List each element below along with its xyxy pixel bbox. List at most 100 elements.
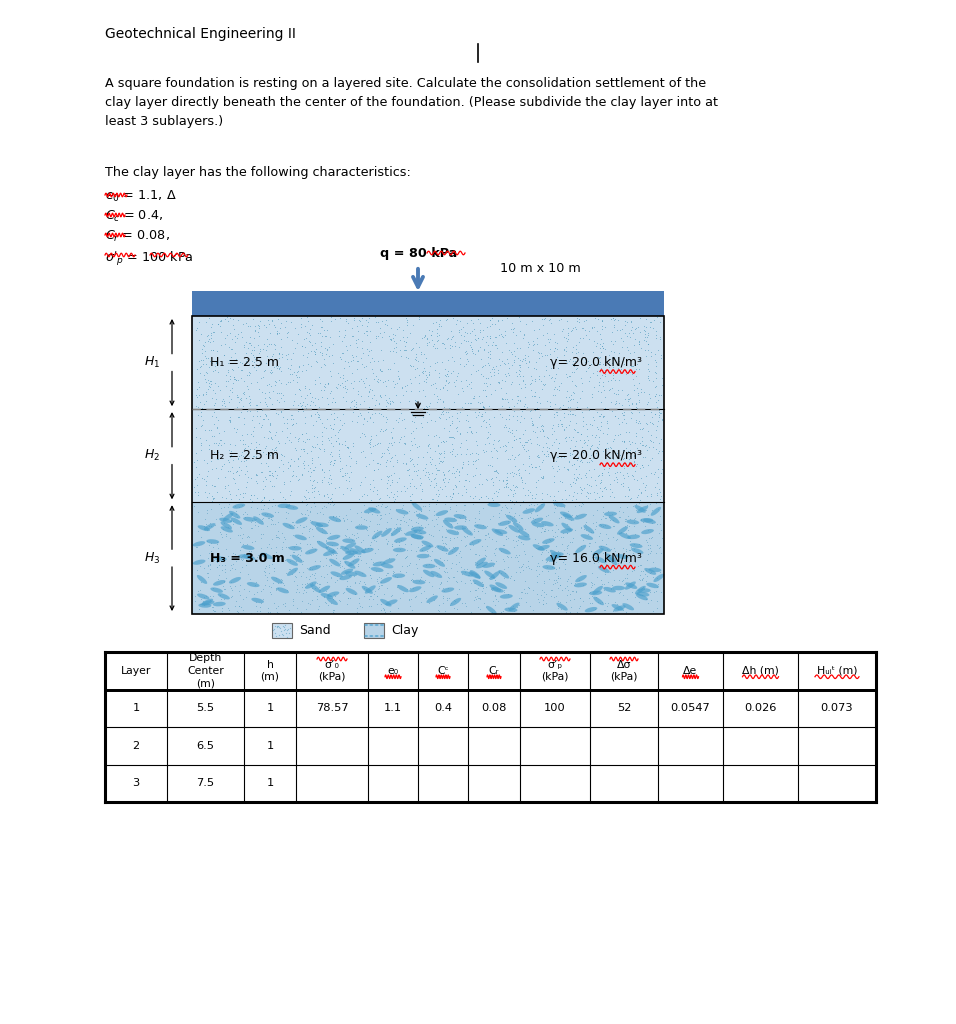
Ellipse shape <box>221 526 233 532</box>
Point <box>446 430 462 446</box>
Point <box>551 598 566 614</box>
Point <box>641 342 656 358</box>
Ellipse shape <box>619 532 631 539</box>
Point <box>626 325 641 341</box>
Point <box>635 429 650 445</box>
Point <box>521 580 536 596</box>
Point <box>315 388 330 404</box>
Point <box>596 425 611 441</box>
Point <box>489 337 504 353</box>
Point <box>411 311 426 328</box>
Point <box>275 618 291 635</box>
Point <box>626 541 641 557</box>
Point <box>449 587 465 603</box>
Point <box>268 569 283 586</box>
Point <box>520 553 535 569</box>
Point <box>282 486 297 503</box>
Point <box>188 398 204 415</box>
Point <box>320 430 336 446</box>
Point <box>270 598 285 614</box>
Point <box>554 509 569 525</box>
Ellipse shape <box>345 550 358 555</box>
Point <box>217 469 232 485</box>
Point <box>496 472 511 488</box>
Point <box>313 504 328 520</box>
Point <box>300 431 315 447</box>
Point <box>263 416 278 432</box>
Point <box>230 451 246 467</box>
Point <box>428 477 444 494</box>
Point <box>288 567 303 584</box>
Point <box>229 386 245 402</box>
Ellipse shape <box>595 556 606 563</box>
Point <box>436 420 451 436</box>
Point <box>563 512 578 528</box>
Point <box>202 422 217 438</box>
Point <box>332 461 347 477</box>
Point <box>390 518 405 535</box>
Point <box>499 368 514 384</box>
Point <box>252 408 268 424</box>
Point <box>467 582 482 598</box>
Point <box>191 332 206 348</box>
Point <box>414 415 429 431</box>
Point <box>402 580 418 596</box>
Point <box>255 581 271 597</box>
Point <box>431 332 446 348</box>
Point <box>438 528 453 545</box>
Point <box>551 520 566 537</box>
Ellipse shape <box>580 535 593 540</box>
Point <box>293 447 308 464</box>
Point <box>349 415 364 431</box>
Point <box>508 485 523 502</box>
Point <box>570 424 585 440</box>
Point <box>510 394 525 411</box>
Point <box>343 512 358 528</box>
Point <box>562 586 577 602</box>
Point <box>336 485 351 502</box>
Point <box>288 561 303 578</box>
Point <box>642 318 658 335</box>
Ellipse shape <box>641 529 654 535</box>
Ellipse shape <box>380 635 384 637</box>
Point <box>484 552 499 568</box>
Point <box>404 413 420 429</box>
Point <box>225 380 240 396</box>
Point <box>467 331 483 347</box>
Point <box>339 372 355 388</box>
Point <box>260 411 275 427</box>
Point <box>337 554 353 570</box>
Point <box>491 321 507 337</box>
Point <box>607 465 622 481</box>
Point <box>309 588 324 604</box>
Point <box>498 437 513 454</box>
Point <box>190 504 206 520</box>
Point <box>289 368 304 384</box>
Point <box>421 469 436 485</box>
Point <box>226 545 241 561</box>
Ellipse shape <box>635 505 646 513</box>
Point <box>253 354 269 371</box>
Point <box>517 433 532 450</box>
Point <box>513 584 529 600</box>
Point <box>591 445 606 462</box>
Point <box>503 482 518 499</box>
Point <box>414 503 429 519</box>
Point <box>600 573 616 590</box>
Point <box>293 397 309 414</box>
Point <box>279 629 294 645</box>
Point <box>195 351 210 368</box>
Point <box>572 598 587 614</box>
Point <box>294 338 310 354</box>
Point <box>303 512 318 528</box>
Point <box>188 387 204 403</box>
Point <box>408 543 424 559</box>
Point <box>206 489 222 506</box>
Point <box>451 463 467 479</box>
Point <box>605 528 620 545</box>
Point <box>291 451 306 467</box>
Point <box>497 356 512 373</box>
Point <box>569 469 584 485</box>
Ellipse shape <box>583 525 595 534</box>
Text: $H_2$: $H_2$ <box>144 449 160 463</box>
